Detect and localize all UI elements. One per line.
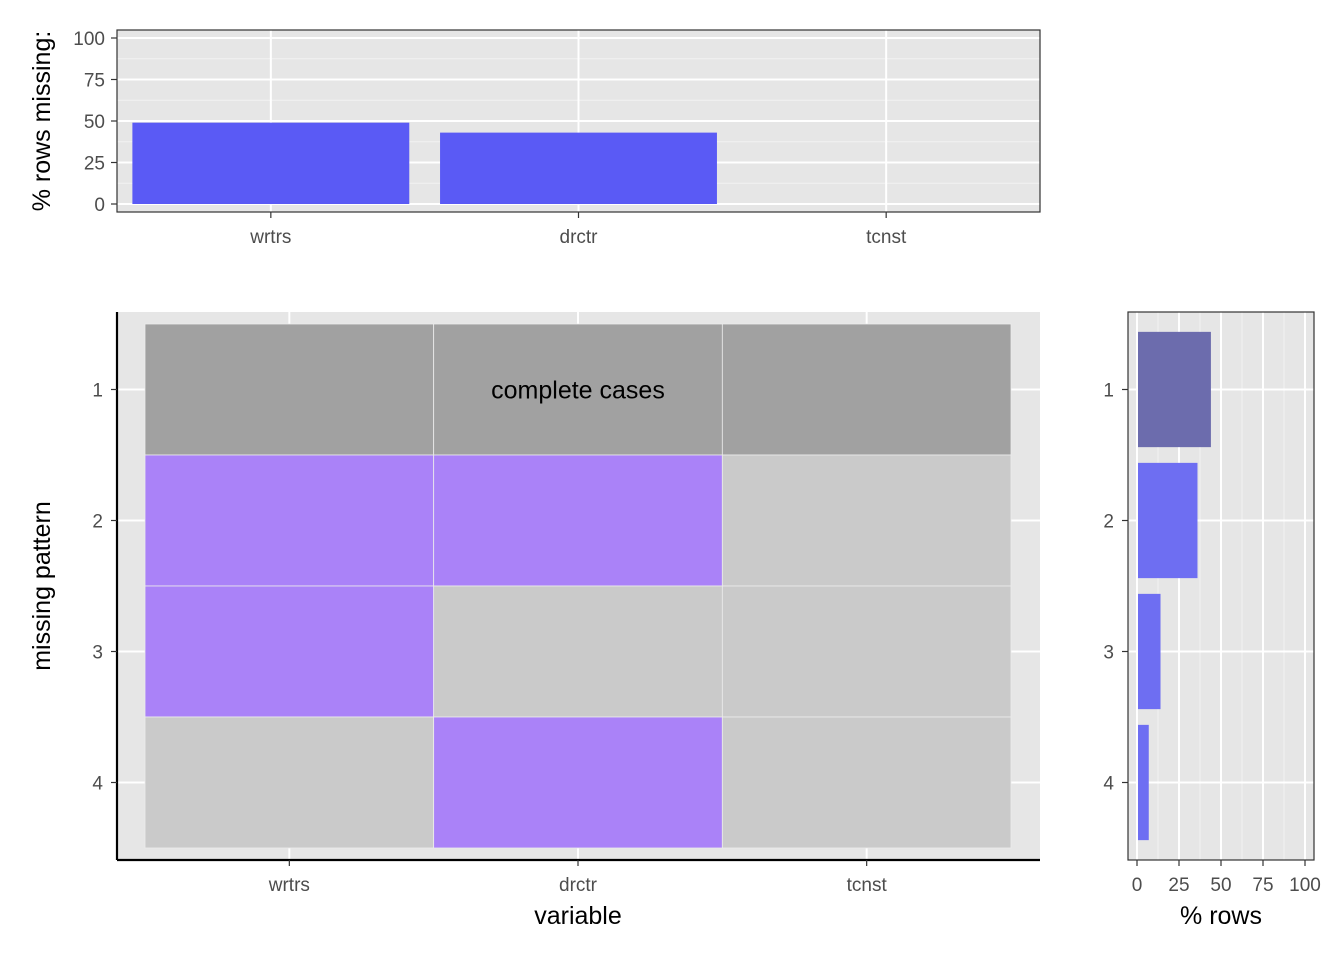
heatmap-cell <box>433 585 723 718</box>
top-bar-chart: 0 25 50 75 100 wrtrs drctr tcnst % rows missing: <box>28 29 1041 248</box>
heatmap-cell <box>721 585 1012 718</box>
main-x-tick-label: drctr <box>559 875 598 896</box>
side-y-tick-label: 4 <box>1103 774 1114 795</box>
heatmap-cell <box>721 716 1012 849</box>
side-x-tick-label: 100 <box>1289 875 1321 896</box>
side-bar-1 <box>1138 331 1211 448</box>
side-bar-chart: 1 2 3 4 0 25 50 75 100 % rows <box>1103 311 1321 930</box>
top-x-tick-label: drctr <box>560 227 599 248</box>
main-y-tick-label: 1 <box>92 381 103 402</box>
side-bar-4 <box>1138 724 1149 841</box>
main-y-tick-label: 2 <box>92 512 103 533</box>
top-y-tick-label: 0 <box>94 195 105 216</box>
top-y-tick-label: 50 <box>84 112 105 133</box>
main-x-tick-label: wrtrs <box>268 875 310 896</box>
side-bar-3 <box>1138 593 1161 710</box>
top-bar-drctr <box>440 132 717 204</box>
main-x-tick-label: tcnst <box>847 875 888 896</box>
side-y-tick-label: 1 <box>1103 381 1114 402</box>
side-x-tick-label: 25 <box>1168 875 1189 896</box>
top-bar-wrtrs <box>132 122 410 204</box>
side-x-tick-label: 0 <box>1132 875 1143 896</box>
heatmap-cell <box>144 716 435 849</box>
heatmap-cell <box>144 323 435 456</box>
top-x-tick-label: wrtrs <box>249 227 291 248</box>
top-x-tick-label: tcnst <box>866 227 907 248</box>
main-y-tick-label: 4 <box>92 774 103 795</box>
side-x-tick-label: 50 <box>1210 875 1231 896</box>
main-y-axis-title: missing pattern <box>28 501 56 671</box>
side-x-axis-title: % rows <box>1180 902 1262 930</box>
top-y-tick-label: 75 <box>84 71 105 92</box>
missing-pattern-heatmap: complete cases 1 2 3 4 wrtrs drctr tcnst variabl… <box>28 312 1040 930</box>
heatmap-cell <box>721 454 1012 587</box>
heatmap-cell <box>144 585 435 718</box>
side-x-tick-label: 75 <box>1252 875 1273 896</box>
side-y-tick-label: 3 <box>1103 643 1114 664</box>
side-bar-2 <box>1138 462 1198 579</box>
main-y-tick-label: 3 <box>92 643 103 664</box>
top-y-axis-title: % rows missing: <box>28 31 56 212</box>
top-y-tick-label: 100 <box>73 29 105 50</box>
heatmap-cell <box>433 716 723 849</box>
complete-cases-label: complete cases <box>491 377 665 405</box>
heatmap-cell <box>721 323 1012 456</box>
heatmap-cell <box>144 454 435 587</box>
heatmap-cell <box>433 454 723 587</box>
main-x-axis-title: variable <box>534 902 622 930</box>
top-y-tick-label: 25 <box>84 154 105 175</box>
side-y-tick-label: 2 <box>1103 512 1114 533</box>
